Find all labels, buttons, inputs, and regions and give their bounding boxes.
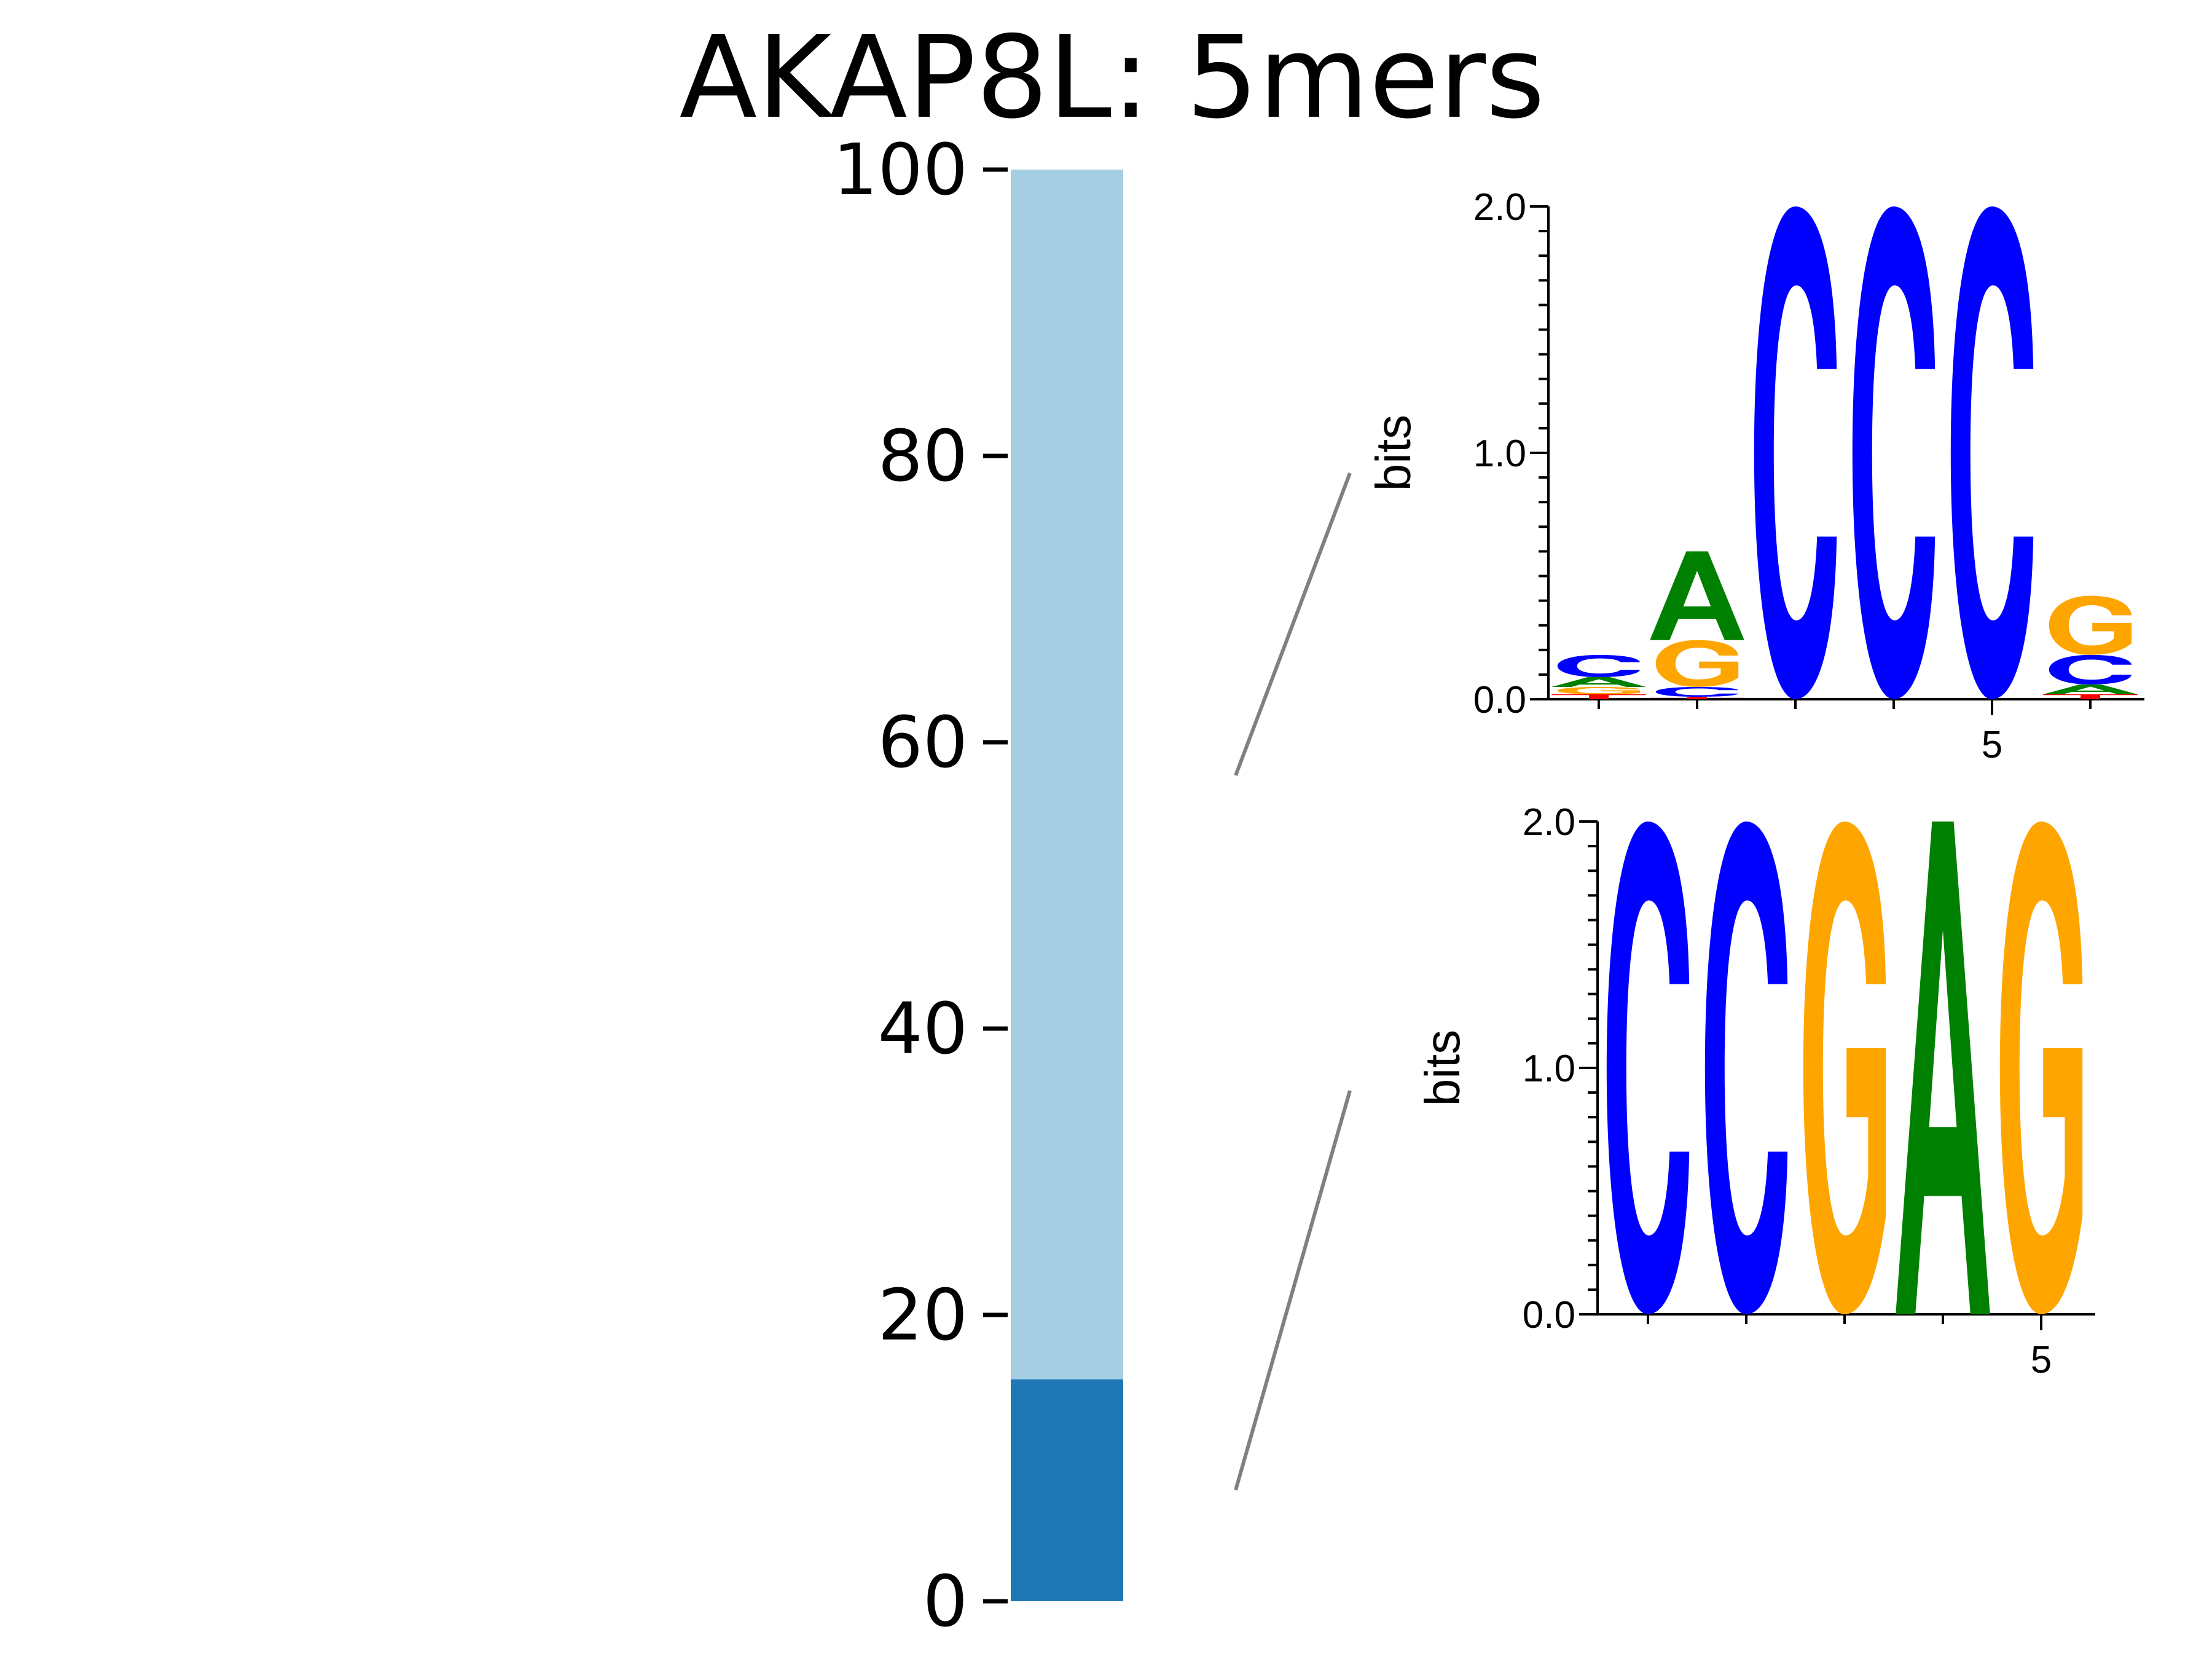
y-tick-label: 60 bbox=[878, 702, 968, 784]
logo-letter-C bbox=[1950, 206, 2034, 699]
bar-segment-1 bbox=[1011, 170, 1123, 1379]
logo-letter-T bbox=[1650, 696, 1744, 699]
logo-x-tick-label: 5 bbox=[1982, 724, 2002, 766]
logo-y-axis-label: bits bbox=[1366, 415, 1421, 492]
logo-letter-G bbox=[1655, 640, 1739, 687]
logo-connectors bbox=[1234, 472, 1352, 1491]
logo-letter-C bbox=[1704, 822, 1788, 1314]
logo-y-tick-label: 1.0 bbox=[1473, 433, 1526, 475]
sequence-logo-bottom: 0.0 1.0 2.0 bits 5 bbox=[1415, 801, 2095, 1381]
logo-y-axis-label: bits bbox=[1415, 1030, 1470, 1107]
logo-letter-A bbox=[1650, 551, 1744, 640]
logo-letter-G bbox=[1803, 822, 1886, 1314]
logo-y-tick-label: 0.0 bbox=[1523, 1294, 1575, 1336]
logo-letter-A bbox=[1896, 822, 1990, 1314]
bar-segment-0 bbox=[1011, 1379, 1123, 1601]
y-tick-label: 80 bbox=[878, 415, 968, 498]
logo-x-tick-label: 5 bbox=[2031, 1339, 2052, 1381]
connector-line bbox=[1234, 472, 1352, 777]
logo-letter-C bbox=[1655, 686, 1739, 697]
logo-y-tick-label: 1.0 bbox=[1523, 1048, 1575, 1090]
y-tick-label: 0 bbox=[923, 1561, 968, 1643]
chart-title: AKAP8L: 5mers bbox=[680, 11, 1545, 144]
y-tick-label: 40 bbox=[878, 988, 968, 1070]
stacked-bar-chart: 0 20 40 60 80 100 bbox=[833, 129, 1123, 1643]
logo-letter-G bbox=[1999, 822, 2083, 1314]
logo-letter-C bbox=[1557, 654, 1641, 677]
logo-letter-C bbox=[1852, 206, 1936, 699]
logo-letter-A bbox=[1551, 677, 1646, 687]
sequence-logo-top: 0.0 1.0 2.0 bits 5 bbox=[1366, 186, 2144, 766]
logo-letter-C bbox=[1606, 822, 1690, 1314]
logo-y-tick-label: 0.0 bbox=[1473, 679, 1526, 721]
connector-line bbox=[1234, 1090, 1352, 1491]
logo-letter-C bbox=[2049, 654, 2132, 684]
logo-y-tick-label: 2.0 bbox=[1473, 186, 1526, 229]
logo-letter-G bbox=[2049, 595, 2132, 655]
logo-letter-C bbox=[1754, 206, 1837, 699]
logo-letter-T bbox=[2043, 694, 2138, 699]
logo-letter-G bbox=[1557, 686, 1641, 694]
logo-y-tick-label: 2.0 bbox=[1523, 801, 1575, 844]
logo-letter-A bbox=[2043, 684, 2138, 694]
y-tick-label: 20 bbox=[878, 1274, 968, 1357]
y-tick-label: 100 bbox=[833, 129, 968, 211]
logo-letter-T bbox=[1551, 694, 1646, 699]
